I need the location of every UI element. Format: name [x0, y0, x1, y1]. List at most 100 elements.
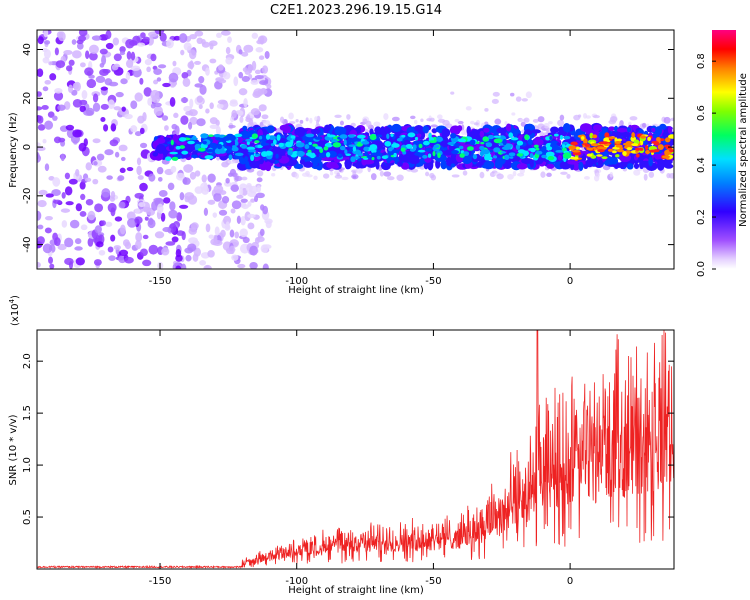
spectrogram-blob — [80, 224, 88, 231]
spectrogram-blob — [179, 145, 186, 149]
spectrogram-blob — [487, 134, 495, 140]
colorbar-tick-label: 0.6 — [696, 105, 707, 121]
spectrogram-blob — [119, 167, 126, 174]
spectrogram-blob — [290, 135, 296, 139]
spectrogram-blob — [178, 33, 188, 43]
spectrogram-blob — [92, 138, 101, 144]
spectrogram-blob — [479, 171, 485, 179]
spectrogram-blob — [229, 245, 235, 255]
spectrogram-blob — [533, 138, 544, 146]
y-tick-label: 1.0 — [22, 457, 33, 473]
spectrogram-blob — [294, 173, 299, 179]
spectrogram-blob — [230, 184, 240, 192]
spectrogram-blob — [111, 64, 119, 71]
spectrogram-blob — [96, 241, 104, 248]
spectrogram-blob — [63, 49, 73, 55]
spectrogram-blob — [231, 146, 239, 152]
spectrogram-blob — [234, 152, 244, 157]
spectrogram-blob — [390, 133, 394, 137]
spectrogram-blob — [243, 98, 248, 108]
spectrogram-blob — [375, 139, 381, 147]
spectrogram-blob — [369, 144, 378, 150]
spectrogram-blob — [231, 172, 238, 178]
spectrogram-blob — [54, 88, 63, 94]
spectrogram-blob — [74, 246, 83, 251]
spectrogram-blob — [602, 151, 609, 157]
spectrogram-blob — [312, 143, 318, 147]
spectrogram-blob — [436, 136, 443, 142]
spectrogram-blob — [160, 212, 166, 222]
spectrogram-blob — [71, 50, 82, 59]
spectrogram-blob — [78, 35, 87, 42]
spectrogram-blob — [285, 141, 293, 148]
spectrogram-blob — [622, 151, 627, 156]
spectrogram-blob — [126, 51, 132, 60]
spectrogram-blob — [231, 254, 239, 261]
spectrogram-blob — [643, 173, 648, 181]
spectrogram-blob — [158, 190, 168, 197]
spectrogram-blob — [424, 149, 431, 152]
spectrogram-blob — [409, 148, 416, 152]
spectrogram-blob — [441, 155, 447, 161]
spectrogram-blob — [48, 256, 54, 264]
spectrogram-blob — [491, 98, 499, 104]
spectrogram-blob — [48, 61, 53, 66]
spectrogram-blob — [234, 231, 240, 239]
spectrogram-blob — [414, 119, 418, 125]
spectrogram-blob — [130, 65, 141, 71]
spectrogram-blob — [242, 125, 248, 132]
spectrogram-blob — [289, 121, 296, 125]
spectrogram-blob — [423, 140, 430, 146]
spectrogram-blob — [200, 133, 209, 139]
spectrogram-blob — [264, 50, 270, 59]
spectrogram-blob — [356, 126, 361, 131]
spectrogram-blob — [634, 147, 641, 151]
spectrogram-blob — [176, 230, 185, 236]
spectrogram-blob — [271, 172, 276, 177]
spectrogram-blob — [556, 130, 568, 137]
spectrogram-blob — [651, 140, 659, 144]
spectrogram-blob — [457, 138, 466, 143]
spectrogram-blob — [241, 75, 250, 82]
spectrogram-blob — [221, 196, 230, 204]
spectrogram-blob — [216, 143, 223, 150]
spectrogram-blob — [546, 172, 552, 178]
spectrogram-blob — [84, 177, 92, 182]
spectrogram-blob — [44, 163, 50, 171]
spectrogram-blob — [58, 137, 66, 143]
spectrogram-blob — [570, 141, 578, 146]
spectrogram-blob — [118, 249, 129, 257]
spectrogram-blob — [386, 176, 395, 181]
spectrogram-blob — [171, 156, 179, 161]
spectrogram-blob — [553, 146, 562, 151]
spectrogram-blob — [350, 156, 356, 163]
spectrogram-blob — [460, 129, 466, 136]
spectrogram-blob — [236, 194, 244, 199]
snr-y-ticks: 0.5 1.0 1.5 2.0 — [22, 353, 674, 525]
spectrogram-blob — [246, 146, 256, 151]
spectrogram-blob — [37, 36, 44, 45]
spectrogram-blob — [215, 149, 220, 153]
spectrogram-blob — [546, 146, 553, 151]
spectrogram-blob — [100, 220, 106, 226]
spectrogram-blob — [457, 120, 464, 125]
spectrogram-blob — [355, 161, 362, 167]
spectrogram-blob — [190, 137, 198, 140]
spectrogram-blob — [261, 114, 269, 120]
colorbar-gradient — [712, 30, 736, 269]
spectrogram-blob — [596, 154, 603, 157]
spectrogram-blob — [262, 263, 269, 269]
spectrogram-blob — [134, 208, 141, 214]
spectrogram-blob — [352, 146, 357, 152]
spectrogram-blob — [560, 171, 568, 175]
spectrogram-blob — [533, 144, 539, 148]
spectrogram-blob — [95, 75, 106, 84]
spectrogram-blob — [584, 143, 591, 147]
spectrogram-blob — [472, 154, 478, 160]
spectrogram-blob — [154, 231, 165, 239]
spectrogram-blob — [430, 124, 438, 128]
spectrogram-blob — [72, 82, 79, 90]
spectrogram-blob — [371, 149, 377, 154]
spectrogram-blob — [119, 51, 126, 56]
spectrogram-blob — [370, 173, 377, 181]
